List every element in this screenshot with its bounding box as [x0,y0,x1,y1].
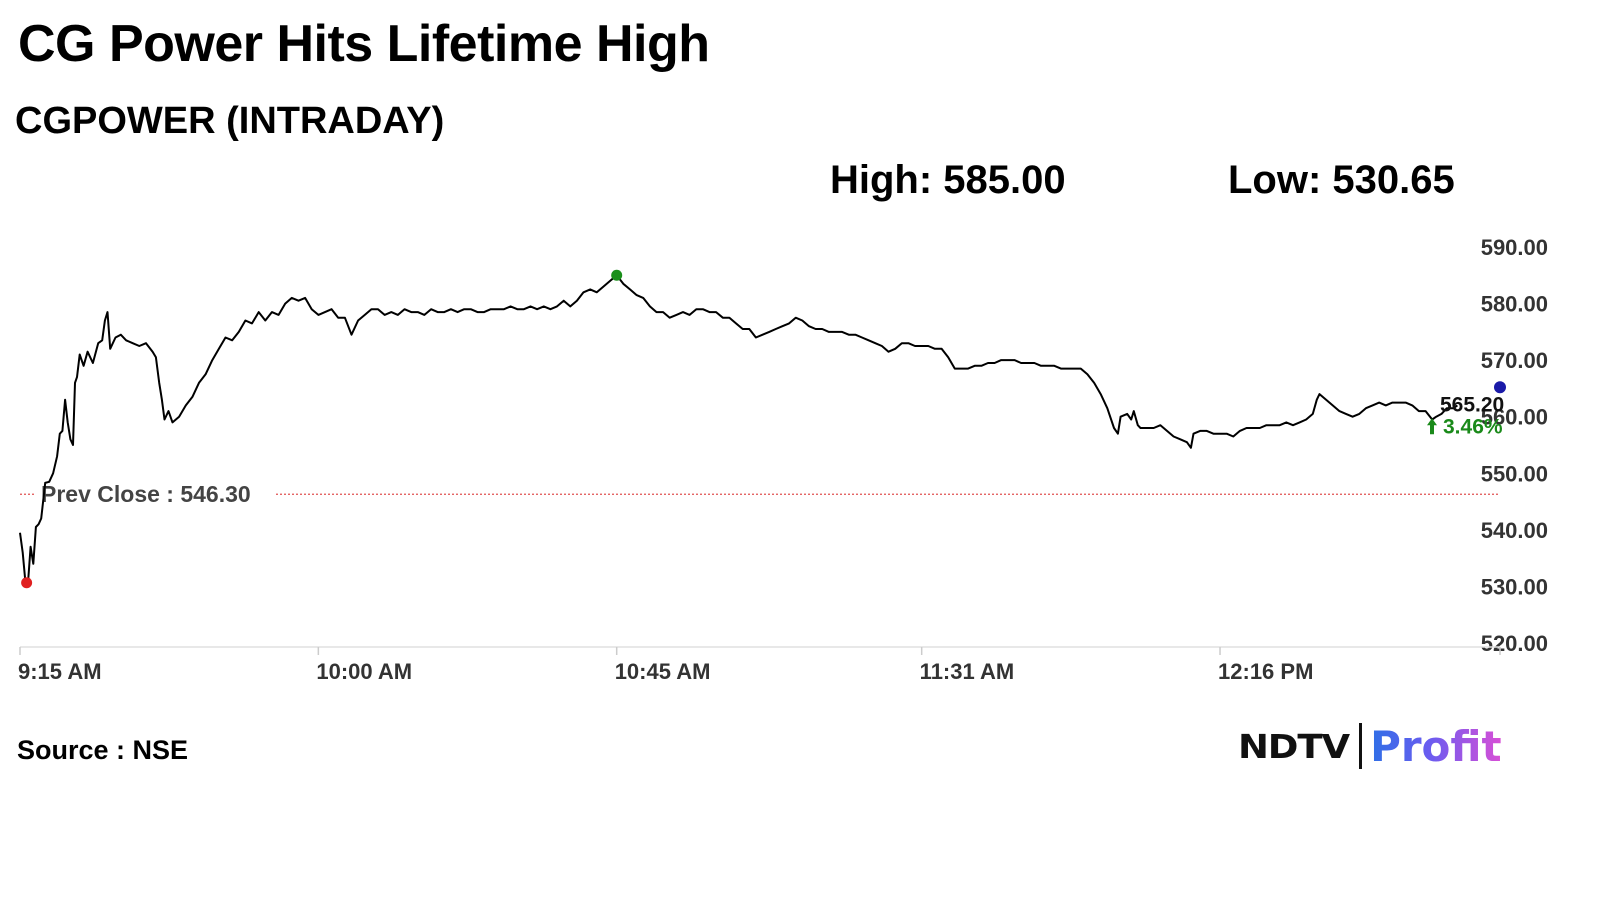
y-tick-label: 580.00 [1481,292,1548,317]
price-line [19,274,1458,584]
profit-wordmark: Profit [1370,721,1502,771]
prev-close-label: Prev Close : 546.30 [41,481,251,507]
y-tick-label: 530.00 [1481,574,1548,599]
y-tick-label: 550.00 [1481,461,1548,486]
current-price-marker [1494,381,1506,394]
prev-close-reference: Prev Close : 546.30 [20,478,1500,509]
x-tick-label: 10:00 AM [316,659,412,684]
chart-headline: CG Power Hits Lifetime High [18,15,710,73]
ndtv-wordmark: NDTV [1238,726,1350,766]
x-tick-label: 12:16 PM [1218,659,1313,684]
y-tick-label: 590.00 [1481,235,1548,260]
data-source-note: Source : NSE [17,735,189,765]
last-price-label: 565.20 [1440,393,1504,416]
y-tick-label: 560.00 [1481,405,1548,430]
up-arrow-icon [1427,418,1437,435]
day-high-stat: High: 585.00 [830,158,1066,202]
x-tick-label: 9:15 AM [18,659,102,684]
y-tick-label: 540.00 [1481,518,1548,543]
prev-close-label-bg [36,478,274,509]
day-low-stat: Low: 530.65 [1228,158,1455,202]
ndtv-profit-logo: NDTV Profit [1238,720,1502,772]
y-axis: 520.00 530.00 540.00 550.00 560.00 570.00 580.… [1481,235,1548,656]
y-tick-label: 520.00 [1481,631,1548,656]
chart-subtitle: CGPOWER (INTRADAY) [15,100,445,142]
logo-divider [1359,723,1363,769]
price-change-indicator: 3.46% [1427,415,1503,438]
x-axis: 9:15 AM 10:00 AM 10:45 AM 11:31 AM 12:16 PM [18,646,1501,684]
intraday-price-chart: 520.00 530.00 540.00 550.00 560.00 570.00 580.… [18,235,1548,684]
day-low-marker [21,577,33,589]
x-tick-label: 10:45 AM [615,659,711,684]
percent-change-label: 3.46% [1443,415,1503,438]
price-series [19,274,1458,584]
chart-markers: 565.203.46% [21,269,1506,589]
day-high-marker [611,269,623,281]
y-tick-label: 570.00 [1481,348,1548,373]
x-tick-label: 11:31 AM [920,659,1015,684]
